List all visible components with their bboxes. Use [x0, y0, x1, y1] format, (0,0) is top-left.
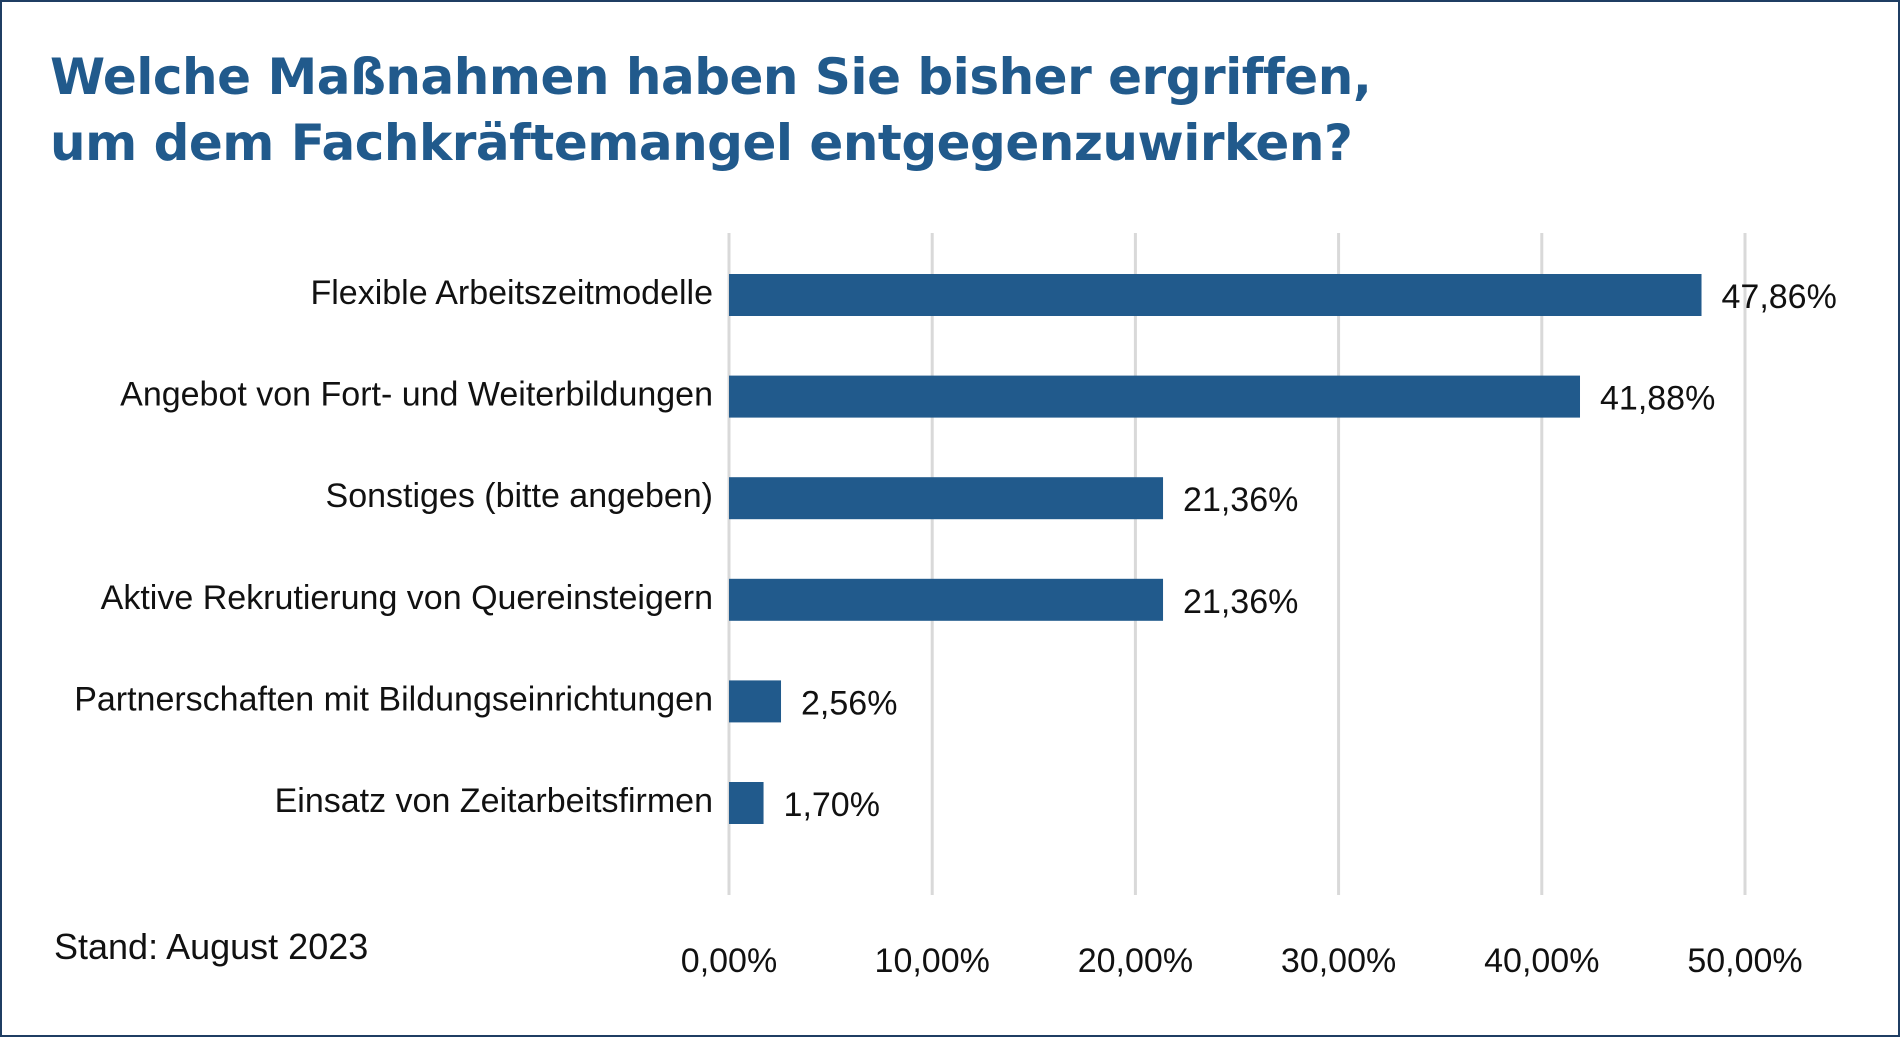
data-label: 1,70% [784, 786, 880, 824]
x-tick-label: 0,00% [681, 942, 777, 980]
x-axis-tick-labels: 0,00% 10,00% 20,00% 30,00% 40,00% 50,00% [681, 942, 1803, 980]
bar [729, 680, 782, 723]
data-label: 21,36% [1183, 583, 1298, 621]
chart-title-line-2: um dem Fachkräftemangel entgegenzuwirken… [50, 114, 1353, 172]
footnote-date: Stand: August 2023 [54, 926, 369, 967]
gridlines [727, 233, 1747, 895]
category-label: Flexible Arbeitszeitmodelle [310, 274, 713, 312]
bar [729, 782, 764, 824]
value-labels: 47,86% 41,88% 21,36% 21,36% 2,56% 1,70% [784, 278, 1837, 824]
bars [729, 274, 1702, 824]
chart-title-line-1: Welche Maßnahmen haben Sie bisher ergrif… [50, 48, 1372, 106]
x-tick-label: 10,00% [875, 942, 990, 980]
chart-title: Welche Maßnahmen haben Sie bisher ergrif… [50, 44, 1372, 176]
category-labels: Flexible Arbeitszeitmodelle Angebot von F… [74, 274, 713, 820]
x-tick-label: 20,00% [1078, 942, 1193, 980]
bar [729, 375, 1581, 418]
data-label: 41,88% [1600, 380, 1715, 418]
data-label: 2,56% [801, 684, 897, 722]
category-label: Einsatz von Zeitarbeitsfirmen [275, 782, 713, 820]
category-label: Sonstiges (bitte angeben) [326, 477, 713, 515]
data-label: 21,36% [1183, 481, 1298, 519]
bar [729, 578, 1164, 621]
bar [729, 274, 1702, 316]
x-tick-label: 50,00% [1687, 942, 1802, 980]
bar [729, 477, 1164, 520]
category-label: Angebot von Fort- und Weiterbildungen [120, 376, 713, 414]
x-tick-label: 30,00% [1281, 942, 1396, 980]
category-label: Partnerschaften mit Bildungseinrichtunge… [74, 680, 713, 718]
x-tick-label: 40,00% [1484, 942, 1599, 980]
category-label: Aktive Rekrutierung von Quereinsteigern [101, 579, 713, 617]
data-label: 47,86% [1722, 278, 1837, 316]
